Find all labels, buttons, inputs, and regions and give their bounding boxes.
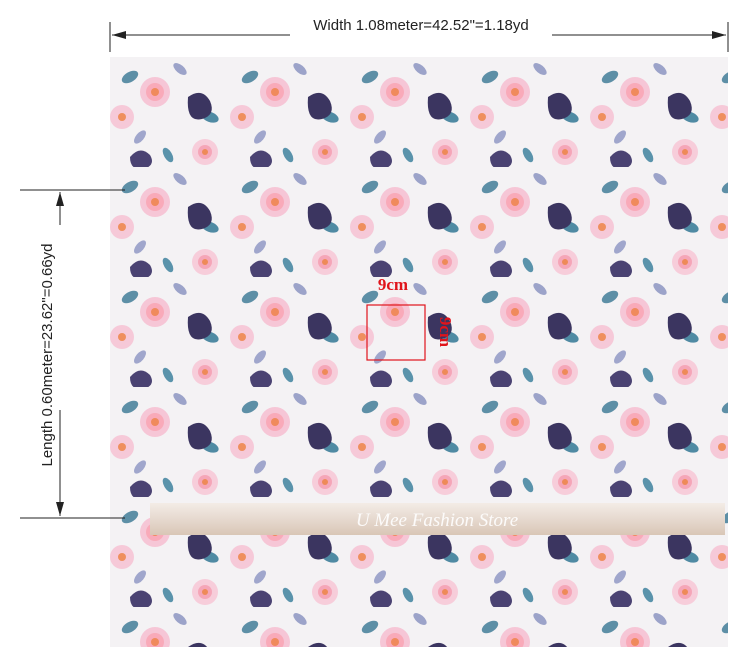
watermark-band [150, 503, 725, 535]
width-label: Width 1.08meter=42.52"=1.18yd [313, 17, 528, 34]
reference-square [366, 304, 426, 361]
watermark: U Mee Fashion Store [356, 510, 518, 531]
fabric-swatch [110, 57, 728, 647]
swatch-width-label: 9cm [378, 275, 408, 294]
swatch-height-label: 9cm [436, 317, 455, 347]
length-label: Length 0.60meter=23.62"=0.66yd [39, 243, 56, 466]
